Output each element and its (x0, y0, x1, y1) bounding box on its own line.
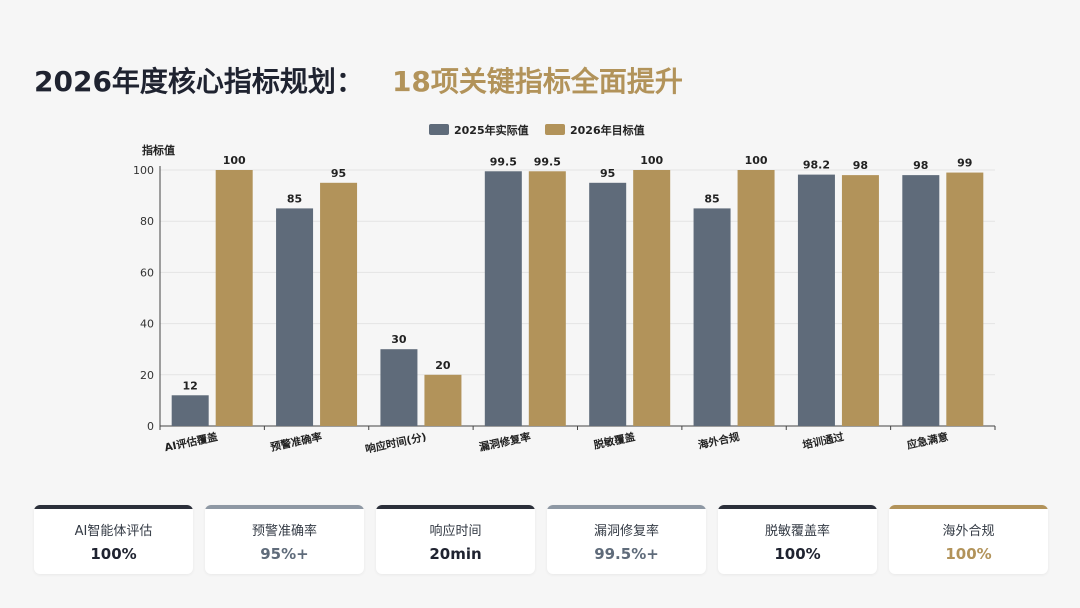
bar (633, 170, 671, 426)
x-tick-label: AI评估覆盖 (163, 430, 219, 454)
page-title: 2026年度核心指标规划 (34, 65, 336, 98)
kpi-card-label: 漏洞修复率 (593, 524, 659, 539)
bar (528, 171, 566, 426)
kpi-card: 预警准确率 95%+ (205, 505, 364, 574)
y-tick-label: 60 (140, 266, 154, 279)
x-tick-label: 响应时间(分) (364, 430, 427, 456)
kpi-card: AI智能体评估 100% (34, 505, 193, 574)
kpi-card-label: AI智能体评估 (74, 524, 153, 539)
bar (946, 172, 984, 426)
kpi-card-value: 95%+ (260, 545, 309, 563)
bar-value-label: 98 (853, 159, 868, 172)
bar-value-label: 99.5 (490, 155, 517, 168)
kpi-card-accent-bar (205, 505, 364, 509)
bar-value-label: 95 (600, 167, 615, 180)
bar (737, 170, 775, 426)
page-title-row: 2026年度核心指标规划 ： 18项关键指标全面提升 (34, 60, 683, 100)
legend-label: 2026年目标值 (570, 123, 645, 137)
title-separator: ： (335, 65, 364, 98)
bar-value-label: 100 (745, 154, 768, 167)
bar-value-label: 85 (287, 192, 302, 205)
kpi-cards: AI智能体评估 100% 预警准确率 95%+ 响应时间 20min 漏洞修复率… (34, 505, 1048, 574)
kpi-card: 脱敏覆盖率 100% (718, 505, 877, 574)
bar (693, 208, 731, 426)
legend-swatch (545, 124, 565, 135)
bar-value-label: 99 (957, 157, 972, 170)
kpi-card-value: 100% (945, 545, 992, 563)
bar-value-label: 30 (391, 333, 407, 346)
kpi-card-accent-bar (889, 505, 1048, 509)
legend-label: 2025年实际值 (454, 123, 529, 137)
kpi-card-label: 脱敏覆盖率 (764, 524, 830, 539)
x-tick-label: 预警准确率 (269, 430, 324, 454)
x-tick-label: 漏洞修复率 (478, 430, 533, 454)
bar (320, 182, 358, 426)
bar-value-label: 98 (913, 159, 928, 172)
kpi-card-value: 100% (774, 545, 821, 563)
y-tick-label: 20 (140, 369, 154, 382)
kpi-card-label: 预警准确率 (251, 524, 317, 539)
x-tick-label: 脱敏覆盖 (593, 430, 637, 452)
x-tick-label: 培训通过 (801, 430, 845, 452)
kpi-card-label: 响应时间 (429, 524, 482, 539)
bar (380, 349, 418, 426)
bar (797, 174, 835, 426)
kpi-card-accent-bar (547, 505, 706, 509)
kpi-card: 响应时间 20min (376, 505, 535, 574)
bar (902, 175, 940, 426)
bar-value-label: 85 (704, 192, 719, 205)
kpi-card: 海外合规 100% (889, 505, 1048, 574)
bar-value-label: 12 (183, 379, 198, 392)
kpi-card-value: 20min (429, 545, 482, 563)
bar-value-label: 100 (640, 154, 663, 167)
bar (841, 175, 879, 426)
x-tick-label: 海外合规 (697, 430, 741, 452)
kpi-card-accent-bar (718, 505, 877, 509)
bar (589, 182, 627, 426)
bar-value-label: 99.5 (534, 155, 561, 168)
kpi-card-accent-bar (34, 505, 193, 509)
kpi-card-value: 99.5%+ (594, 545, 659, 563)
bar-chart: 0 20 40 60 80 100 指标值 12 100 AI评估覆盖 85 95 预警准确率 30 20 响… (133, 123, 996, 456)
y-tick-label: 100 (133, 164, 154, 177)
x-tick-label: 应急满意 (906, 430, 950, 452)
bar-value-label: 20 (435, 359, 451, 372)
bar (276, 208, 314, 426)
bar-value-label: 100 (223, 154, 246, 167)
kpi-card: 漏洞修复率 99.5%+ (547, 505, 706, 574)
bar (215, 170, 253, 426)
bar-value-label: 95 (331, 167, 346, 180)
kpi-card-accent-bar (376, 505, 535, 509)
kpi-card-value: 100% (90, 545, 137, 563)
bar (171, 395, 209, 426)
kpi-card-label: 海外合规 (942, 524, 995, 539)
y-axis-title: 指标值 (142, 143, 175, 157)
legend-swatch (429, 124, 449, 135)
page-subtitle: 18项关键指标全面提升 (391, 65, 683, 98)
bar-value-label: 98.2 (803, 159, 830, 172)
y-tick-label: 0 (147, 420, 154, 433)
y-tick-label: 40 (140, 318, 154, 331)
y-tick-label: 80 (140, 215, 154, 228)
bar (484, 171, 522, 426)
bar (424, 374, 462, 426)
